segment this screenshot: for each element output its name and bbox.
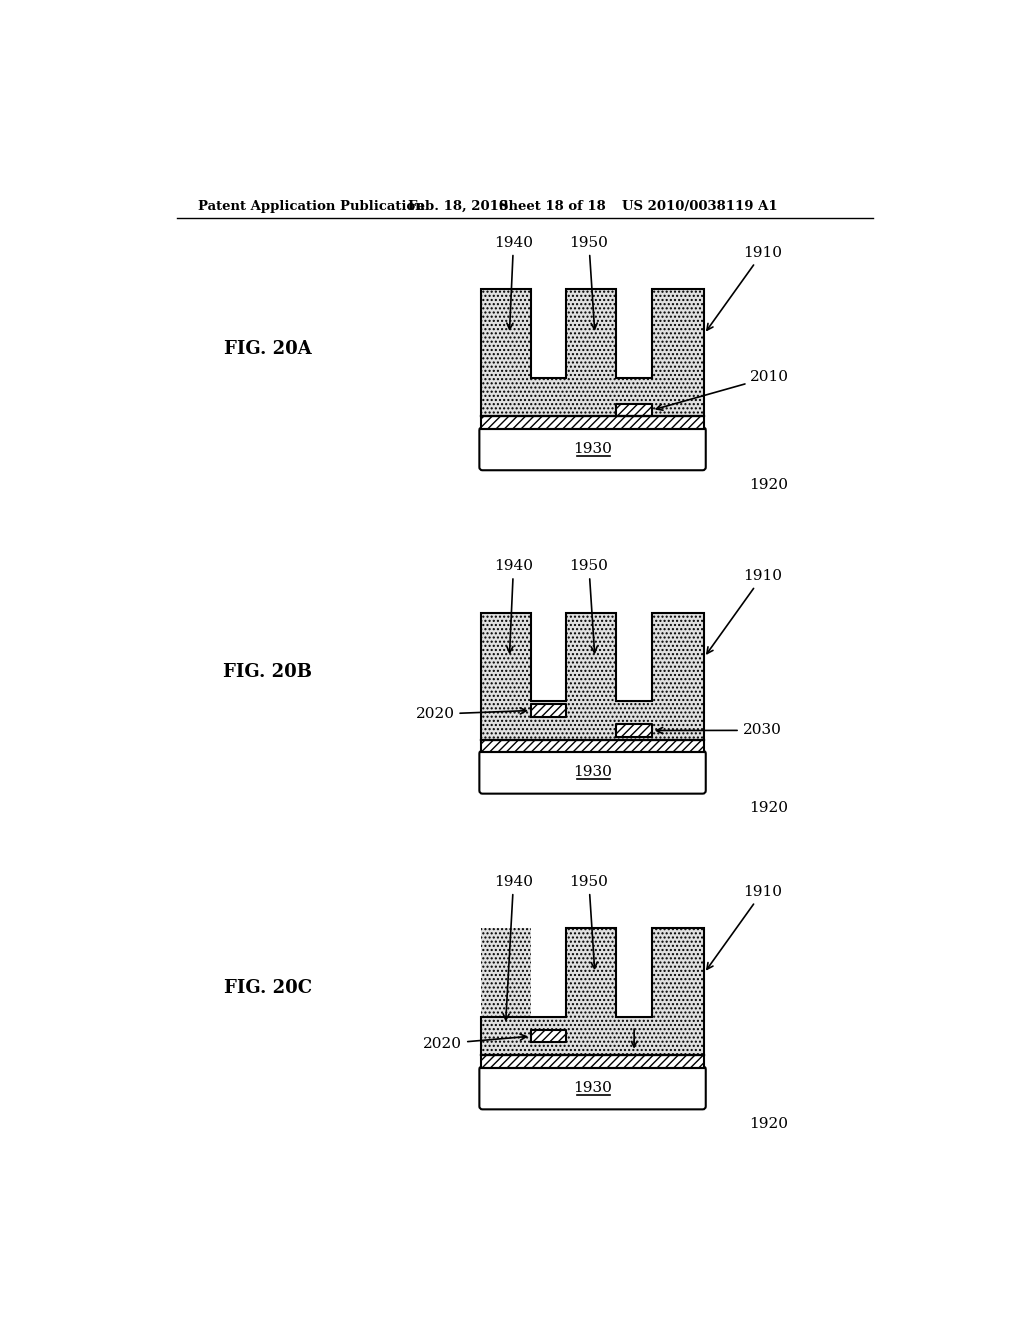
Bar: [531, 612, 566, 701]
Text: 1940: 1940: [494, 875, 534, 1020]
FancyBboxPatch shape: [479, 1067, 706, 1109]
Bar: [531, 705, 566, 717]
Bar: [616, 725, 652, 737]
Bar: [481, 416, 705, 429]
Bar: [616, 928, 652, 1016]
Text: 1930: 1930: [573, 1081, 612, 1094]
Text: 2010: 2010: [656, 370, 790, 411]
Bar: [481, 1056, 705, 1068]
Text: Patent Application Publication: Patent Application Publication: [199, 199, 425, 213]
FancyBboxPatch shape: [479, 428, 706, 470]
Text: 1920: 1920: [749, 801, 787, 816]
Bar: [481, 739, 705, 752]
Text: Sheet 18 of 18: Sheet 18 of 18: [499, 199, 605, 213]
Text: 2020: 2020: [423, 1034, 526, 1051]
Bar: [531, 289, 566, 378]
Text: 1950: 1950: [569, 236, 608, 329]
Text: FIG. 20C: FIG. 20C: [223, 978, 311, 997]
Bar: [481, 289, 705, 416]
Text: 1950: 1950: [569, 875, 608, 969]
Bar: [481, 928, 705, 1056]
Bar: [616, 404, 652, 416]
Text: 1910: 1910: [707, 246, 781, 330]
Text: 1940: 1940: [494, 236, 534, 329]
Bar: [616, 289, 652, 378]
Bar: [531, 1030, 566, 1043]
Text: US 2010/0038119 A1: US 2010/0038119 A1: [622, 199, 777, 213]
Text: 1910: 1910: [707, 569, 781, 653]
Text: 2020: 2020: [416, 708, 526, 721]
Bar: [481, 612, 705, 739]
Text: Feb. 18, 2010: Feb. 18, 2010: [408, 199, 508, 213]
FancyBboxPatch shape: [479, 751, 706, 793]
Text: 1930: 1930: [573, 766, 612, 779]
Text: 1920: 1920: [749, 478, 787, 492]
Text: 1910: 1910: [707, 886, 781, 969]
Bar: [616, 612, 652, 701]
Text: FIG. 20A: FIG. 20A: [224, 339, 311, 358]
Text: FIG. 20B: FIG. 20B: [223, 663, 312, 681]
Text: 1930: 1930: [573, 442, 612, 455]
Text: 1950: 1950: [569, 560, 608, 652]
Bar: [531, 928, 566, 1016]
Text: 1920: 1920: [749, 1117, 787, 1131]
Text: 1940: 1940: [494, 560, 534, 652]
Text: 2030: 2030: [656, 723, 781, 738]
